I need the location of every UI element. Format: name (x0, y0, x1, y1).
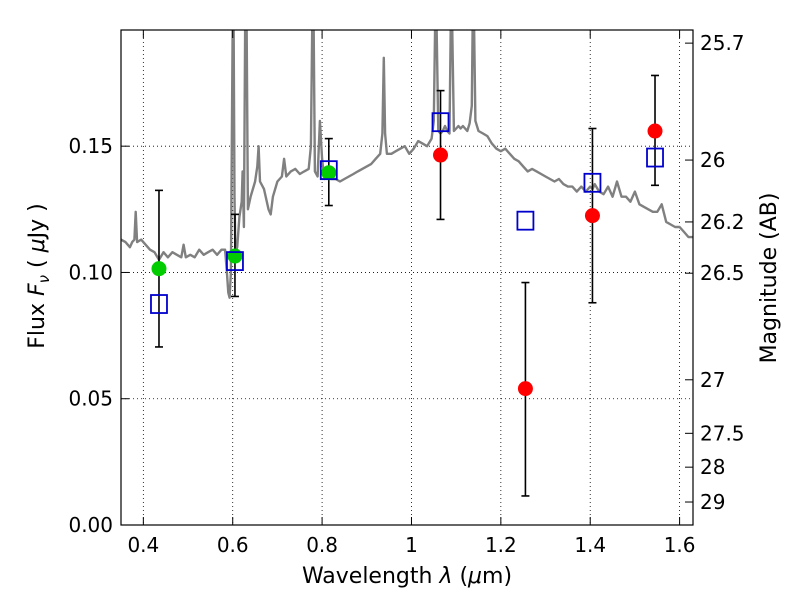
x-tick-label: 1.2 (485, 533, 517, 557)
model-square (319, 160, 338, 181)
data-point (647, 123, 663, 139)
spectrum-line (121, 30, 693, 299)
y2-tick-label: 26.5 (700, 261, 745, 285)
x-tick-label: 0.8 (306, 533, 338, 557)
y2-axis-label: Magnitude (AB) (757, 193, 782, 364)
y2-tick-label: 28 (700, 455, 725, 479)
data-point (584, 208, 600, 224)
data-point (517, 381, 533, 397)
data-point (151, 261, 167, 277)
plot-area (121, 30, 693, 497)
y2-tick-label: 29 (700, 490, 725, 514)
x-tick-label: 1 (405, 533, 418, 557)
y2-tick-label: 25.7 (700, 31, 745, 55)
y-tick-label: 0.15 (68, 134, 113, 158)
model-square (226, 251, 244, 271)
model-square (516, 210, 535, 231)
y2-tick-label: 27.5 (700, 421, 745, 445)
model-square (431, 112, 450, 133)
x-axis-label: Wavelength λ (μm) (302, 564, 512, 589)
data-point (227, 248, 243, 264)
axis-ticks: 0.4 0.6 0.8 1 1.2 1.4 1.6 0.00 0.05 0.10 0.15 25.7 2… (68, 30, 745, 557)
plot-frame (120, 29, 694, 526)
data-point (433, 147, 449, 163)
y-tick-label: 0.10 (68, 260, 113, 284)
x-tick-label: 1.6 (664, 533, 696, 557)
x-tick-label: 0.4 (127, 533, 159, 557)
model-square (583, 172, 602, 193)
x-tick-label: 1.4 (574, 533, 606, 557)
y-tick-label: 0.05 (68, 387, 113, 411)
grid-lines (121, 30, 693, 526)
y2-tick-label: 26.2 (700, 210, 745, 234)
y2-tick-label: 26 (700, 148, 725, 172)
y2-tick-label: 27 (700, 368, 725, 392)
y-tick-label: 0.00 (68, 513, 113, 537)
model-square (646, 147, 664, 168)
x-tick-label: 0.6 (217, 533, 249, 557)
data-point (321, 165, 337, 181)
model-square (150, 294, 168, 314)
y-axis-label: Flux Fν ( μJy ) (25, 203, 53, 348)
